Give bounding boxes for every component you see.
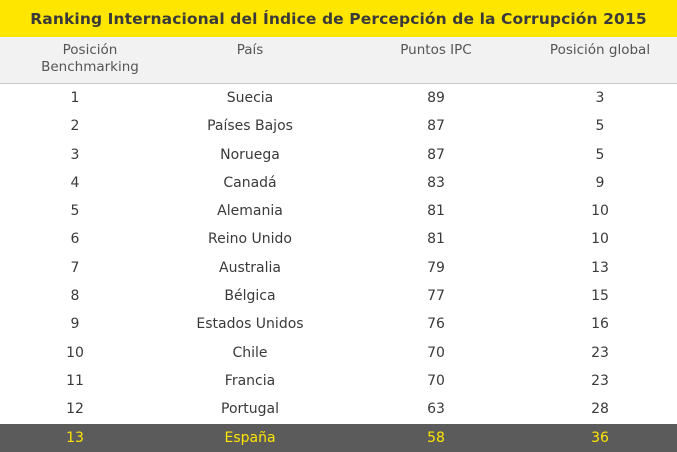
table-row: 5 Alemania 81 10 <box>0 197 677 225</box>
cell-global: 23 <box>591 372 609 389</box>
cell-global: 15 <box>591 288 609 305</box>
table-row: 10 Chile 70 23 <box>0 339 677 367</box>
table-row: 11 Francia 70 23 <box>0 367 677 395</box>
cell-global: 5 <box>595 118 605 135</box>
cell-country: Chile <box>232 344 268 361</box>
cell-country: Francia <box>224 372 276 389</box>
table-title: Ranking Internacional del Índice de Perc… <box>0 0 677 37</box>
cell-global: 23 <box>591 344 609 361</box>
cell-global: 28 <box>591 401 609 418</box>
table-header: Posición Benchmarking País Puntos IPC Po… <box>0 37 677 84</box>
cell-position: 3 <box>70 146 80 163</box>
cell-points: 89 <box>427 90 445 106</box>
cell-country: Estados Unidos <box>196 316 304 333</box>
cell-global: 5 <box>595 146 605 163</box>
cell-position: 5 <box>70 203 80 220</box>
header-points: Puntos IPC <box>400 42 472 58</box>
cell-points: 58 <box>427 429 445 446</box>
header-position-line2: Benchmarking <box>41 59 139 75</box>
cell-position: 4 <box>70 174 80 191</box>
cell-position: 6 <box>70 231 80 248</box>
header-position-benchmarking: Posición Benchmarking <box>30 42 150 76</box>
header-country: País <box>236 42 264 58</box>
cell-position: 9 <box>70 316 80 333</box>
table-row: 12 Portugal 63 28 <box>0 395 677 423</box>
cell-country: Suecia <box>226 90 274 106</box>
cell-country: España <box>224 429 276 446</box>
table-body: 1 Suecia 89 3 2 Países Bajos 87 5 3 Noru… <box>0 84 677 452</box>
cell-position: 12 <box>66 401 84 418</box>
cell-points: 81 <box>427 231 445 248</box>
table-row: 4 Canadá 83 9 <box>0 169 677 197</box>
cell-global: 10 <box>591 203 609 220</box>
cell-position: 2 <box>70 118 80 135</box>
cell-points: 83 <box>427 174 445 191</box>
cell-country: Alemania <box>217 203 283 220</box>
cell-points: 87 <box>427 146 445 163</box>
table-row: 2 Países Bajos 87 5 <box>0 112 677 140</box>
table-row: 3 Noruega 87 5 <box>0 141 677 169</box>
table-row: 8 Bélgica 77 15 <box>0 282 677 310</box>
cell-country: Bélgica <box>224 288 276 305</box>
cell-points: 70 <box>427 344 445 361</box>
cell-points: 63 <box>427 401 445 418</box>
cell-points: 76 <box>427 316 445 333</box>
cell-global: 9 <box>595 174 605 191</box>
cell-position: 11 <box>66 372 84 389</box>
cell-country: Australia <box>219 259 281 276</box>
cell-points: 79 <box>427 259 445 276</box>
cell-country: Portugal <box>221 401 279 418</box>
cell-position: 8 <box>70 288 80 305</box>
cell-position: 1 <box>70 90 80 106</box>
table-row: 7 Australia 79 13 <box>0 254 677 282</box>
cell-position: 7 <box>70 259 80 276</box>
cell-points: 81 <box>427 203 445 220</box>
cell-country: Países Bajos <box>207 118 293 135</box>
cell-points: 70 <box>427 372 445 389</box>
cell-country: Noruega <box>220 146 280 163</box>
cell-global: 13 <box>591 259 609 276</box>
cell-country: Reino Unido <box>208 231 292 248</box>
header-position-line1: Posición <box>62 42 118 58</box>
cell-global: 16 <box>591 316 609 333</box>
cell-points: 77 <box>427 288 445 305</box>
cell-country: Canadá <box>223 174 277 191</box>
header-global-position: Posición global <box>549 42 651 58</box>
cell-position: 13 <box>66 429 84 446</box>
cell-global: 3 <box>595 90 605 106</box>
table-row-highlighted: 13 España 58 36 <box>0 423 677 452</box>
cell-global: 10 <box>591 231 609 248</box>
table-row: 6 Reino Unido 81 10 <box>0 225 677 253</box>
cell-global: 36 <box>591 429 609 446</box>
cell-position: 10 <box>66 344 84 361</box>
table-row: 1 Suecia 89 3 <box>0 84 677 112</box>
cell-points: 87 <box>427 118 445 135</box>
table-row: 9 Estados Unidos 76 16 <box>0 310 677 338</box>
